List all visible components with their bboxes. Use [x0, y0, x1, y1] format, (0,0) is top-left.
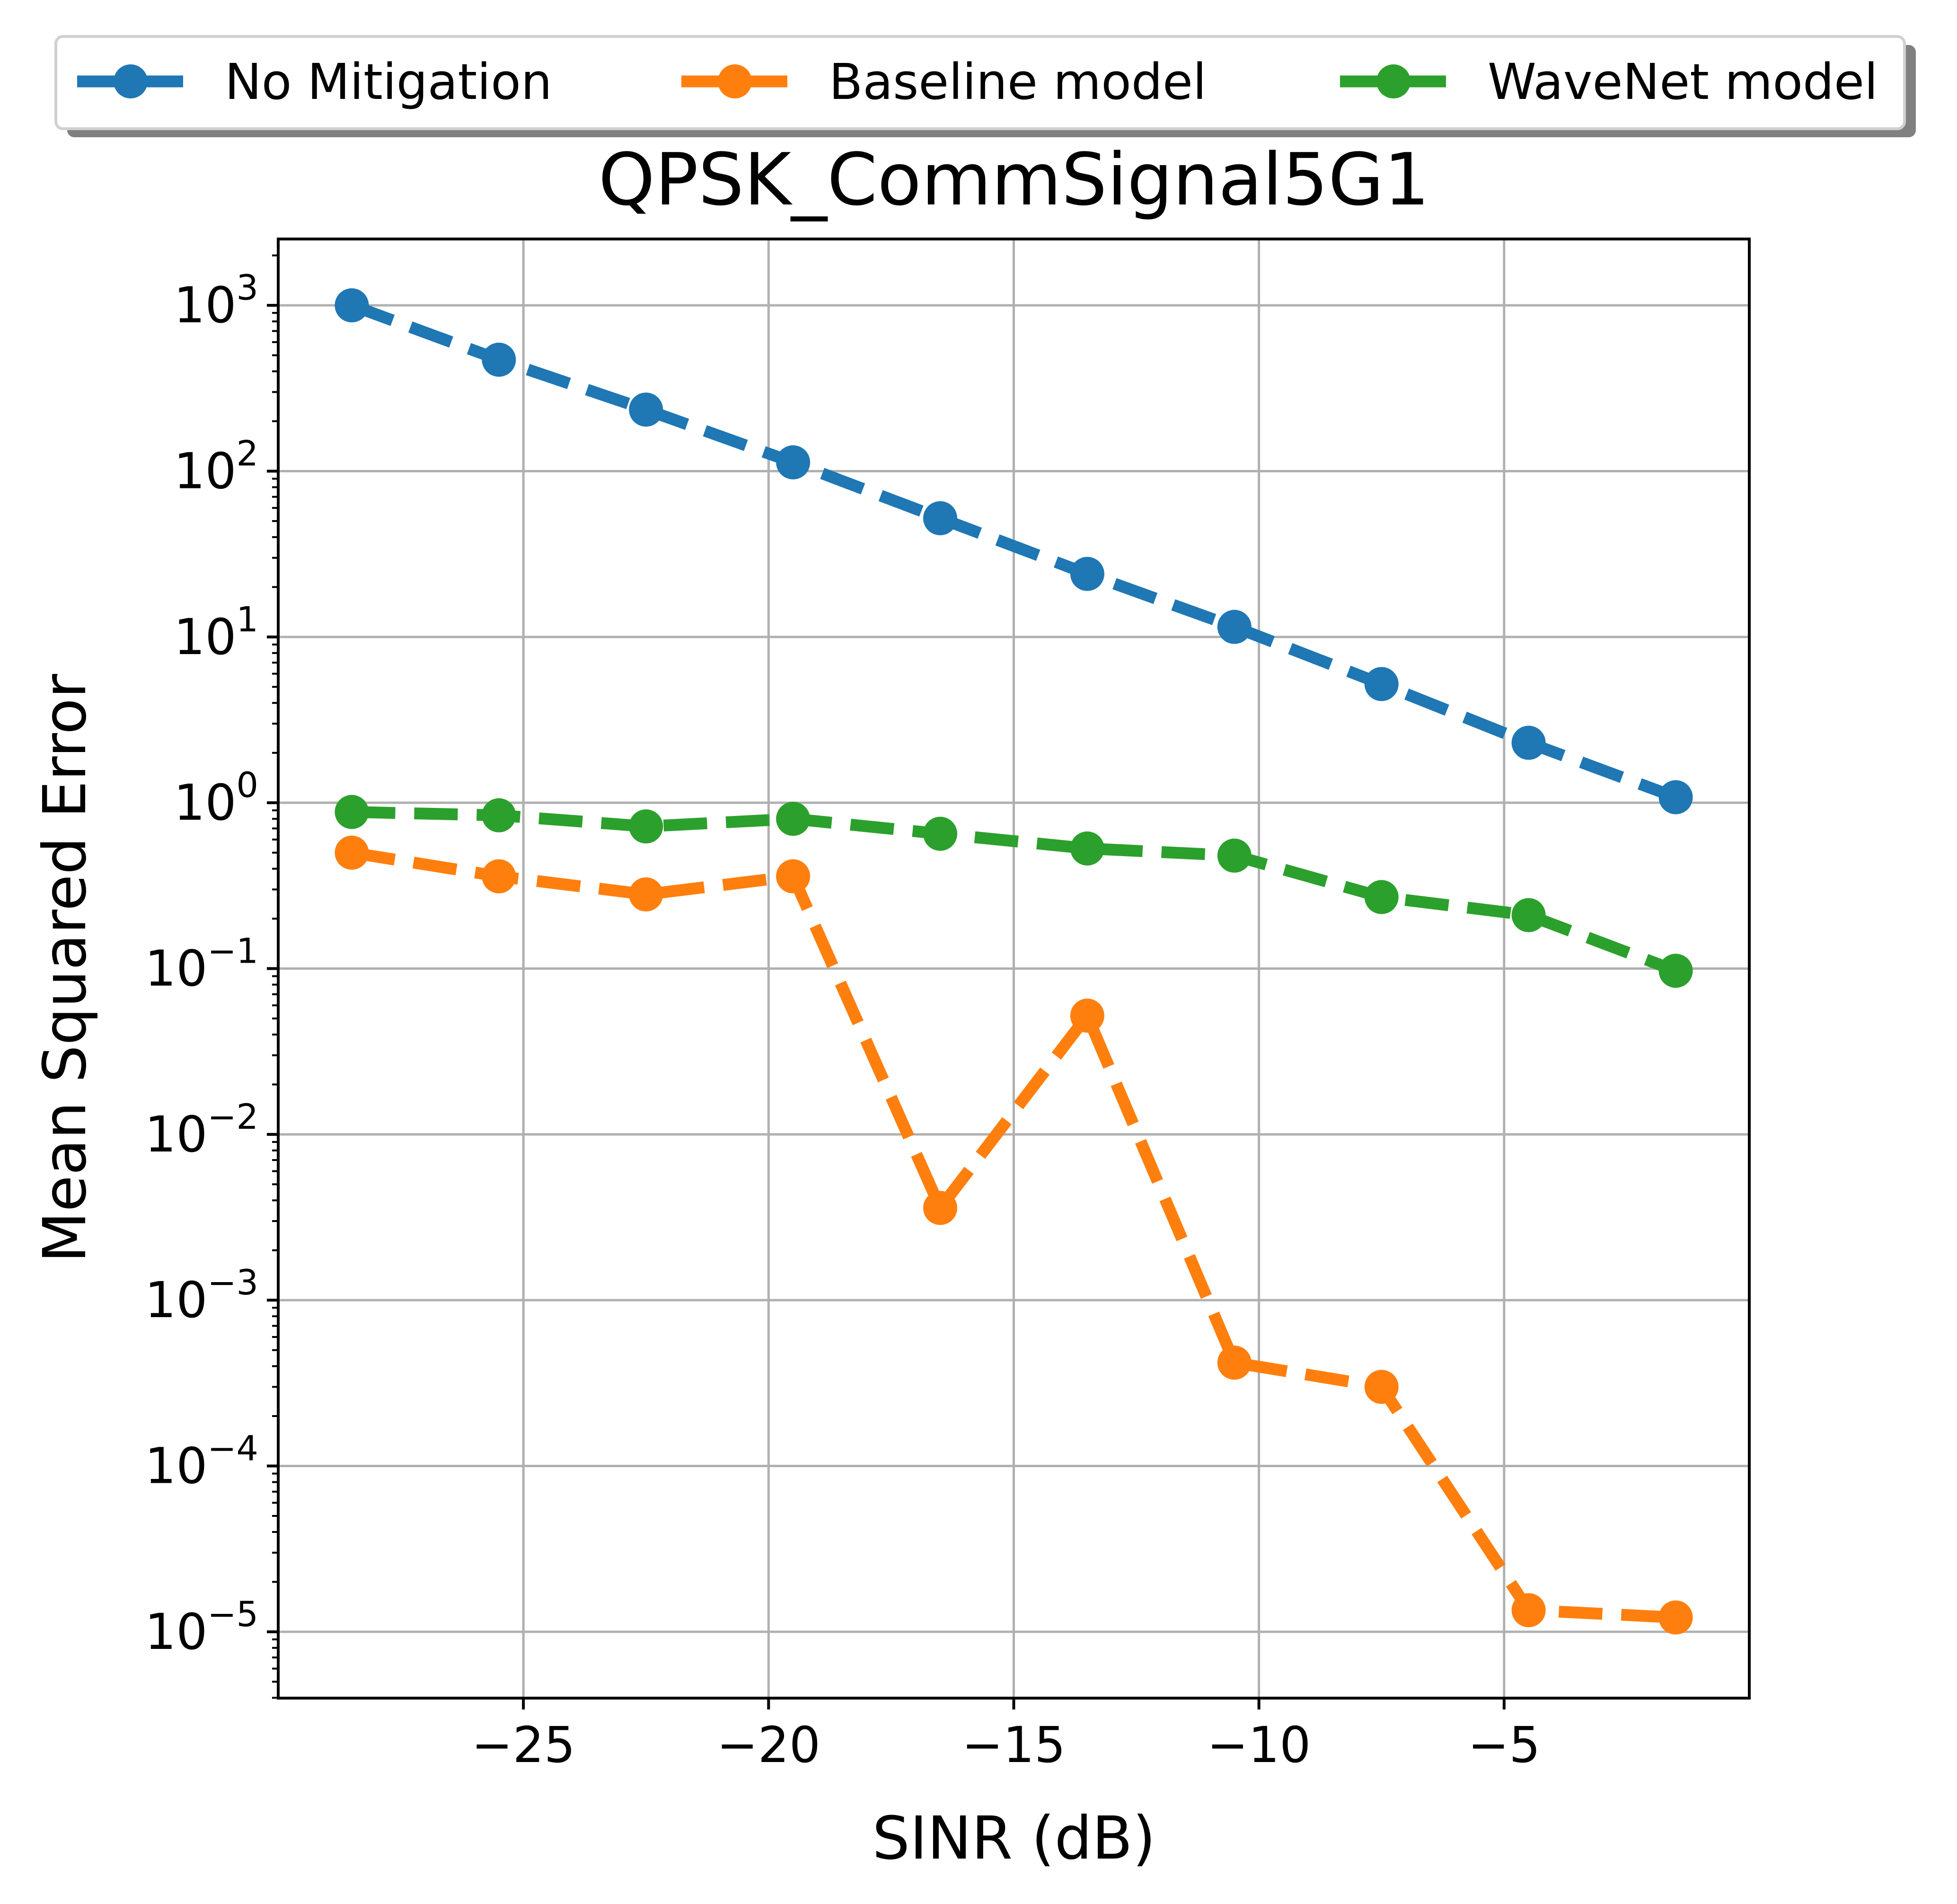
series-baseline-model	[335, 835, 1693, 1635]
data-point	[923, 501, 958, 535]
data-point	[629, 809, 663, 844]
legend-entry: WaveNet model	[1340, 53, 1878, 111]
series-line	[351, 847, 1676, 1624]
series-line	[352, 806, 1678, 976]
y-tick-label: 100	[174, 765, 258, 832]
data-point	[923, 816, 958, 851]
data-point	[1364, 1370, 1399, 1404]
legend-box	[54, 35, 1906, 130]
legend-entry: No Mitigation	[77, 53, 552, 111]
y-axis-label: Mean Squared Error	[31, 673, 99, 1263]
legend-label: No Mitigation	[225, 53, 552, 111]
data-point	[1217, 1346, 1252, 1380]
data-point	[335, 288, 369, 323]
data-point	[1070, 998, 1104, 1033]
series-layer	[335, 288, 1693, 1635]
data-point	[335, 835, 369, 870]
data-point	[1511, 1593, 1546, 1628]
y-tick-label: 10−5	[145, 1594, 258, 1661]
grid	[278, 239, 1749, 1698]
legend-label: WaveNet model	[1488, 53, 1878, 111]
x-tick-label: −5	[1468, 1716, 1540, 1774]
x-tick-label: −20	[717, 1716, 820, 1774]
x-axis-label: SINR (dB)	[873, 1804, 1156, 1873]
legend-swatch-marker	[1376, 64, 1410, 98]
legend-swatch-marker	[718, 64, 752, 98]
y-tick-label: 102	[174, 434, 258, 500]
data-point	[776, 859, 811, 894]
series-line	[350, 300, 1678, 803]
data-point	[335, 795, 369, 829]
data-point	[1217, 838, 1252, 873]
data-point	[776, 802, 811, 836]
series-no-mitigation	[335, 288, 1693, 815]
legend-entry: Baseline model	[681, 53, 1207, 111]
data-point	[1658, 1600, 1693, 1635]
data-point	[1217, 610, 1252, 644]
data-point	[1364, 880, 1399, 914]
legend-label: Baseline model	[829, 53, 1207, 111]
data-point	[1511, 726, 1546, 760]
chart-title: QPSK_CommSignal5G1	[599, 138, 1430, 221]
y-tick-label: 10−2	[145, 1097, 258, 1163]
legend-swatch-marker	[114, 64, 148, 98]
y-tick-label: 10−1	[145, 931, 258, 998]
data-point	[482, 343, 516, 377]
x-tick-label: −25	[471, 1716, 575, 1774]
data-point	[1658, 954, 1693, 988]
y-axis: 10−5 10−4 10−3 10−2 10−1 100 101 102 103	[145, 254, 278, 1699]
data-point	[629, 877, 663, 912]
data-point	[1070, 831, 1104, 866]
data-point	[776, 445, 811, 479]
y-tick-label: 101	[174, 600, 258, 666]
data-point	[482, 859, 516, 894]
x-axis: −25 −20 −15 −10 −5	[471, 1698, 1540, 1774]
series-wavenet-model	[335, 795, 1693, 988]
y-tick-label: 10−3	[145, 1263, 258, 1329]
data-point	[923, 1191, 958, 1225]
data-point	[1364, 667, 1399, 701]
legend: No Mitigation Baseline model WaveNet model	[54, 35, 1916, 137]
data-point	[482, 798, 516, 832]
data-point	[1658, 780, 1693, 815]
x-tick-label: −10	[1207, 1716, 1311, 1774]
data-point	[629, 392, 663, 427]
x-tick-label: −15	[962, 1716, 1066, 1774]
data-point	[1070, 557, 1104, 591]
y-tick-label: 103	[174, 268, 258, 334]
data-point	[1511, 898, 1546, 932]
y-tick-label: 10−4	[145, 1429, 258, 1495]
